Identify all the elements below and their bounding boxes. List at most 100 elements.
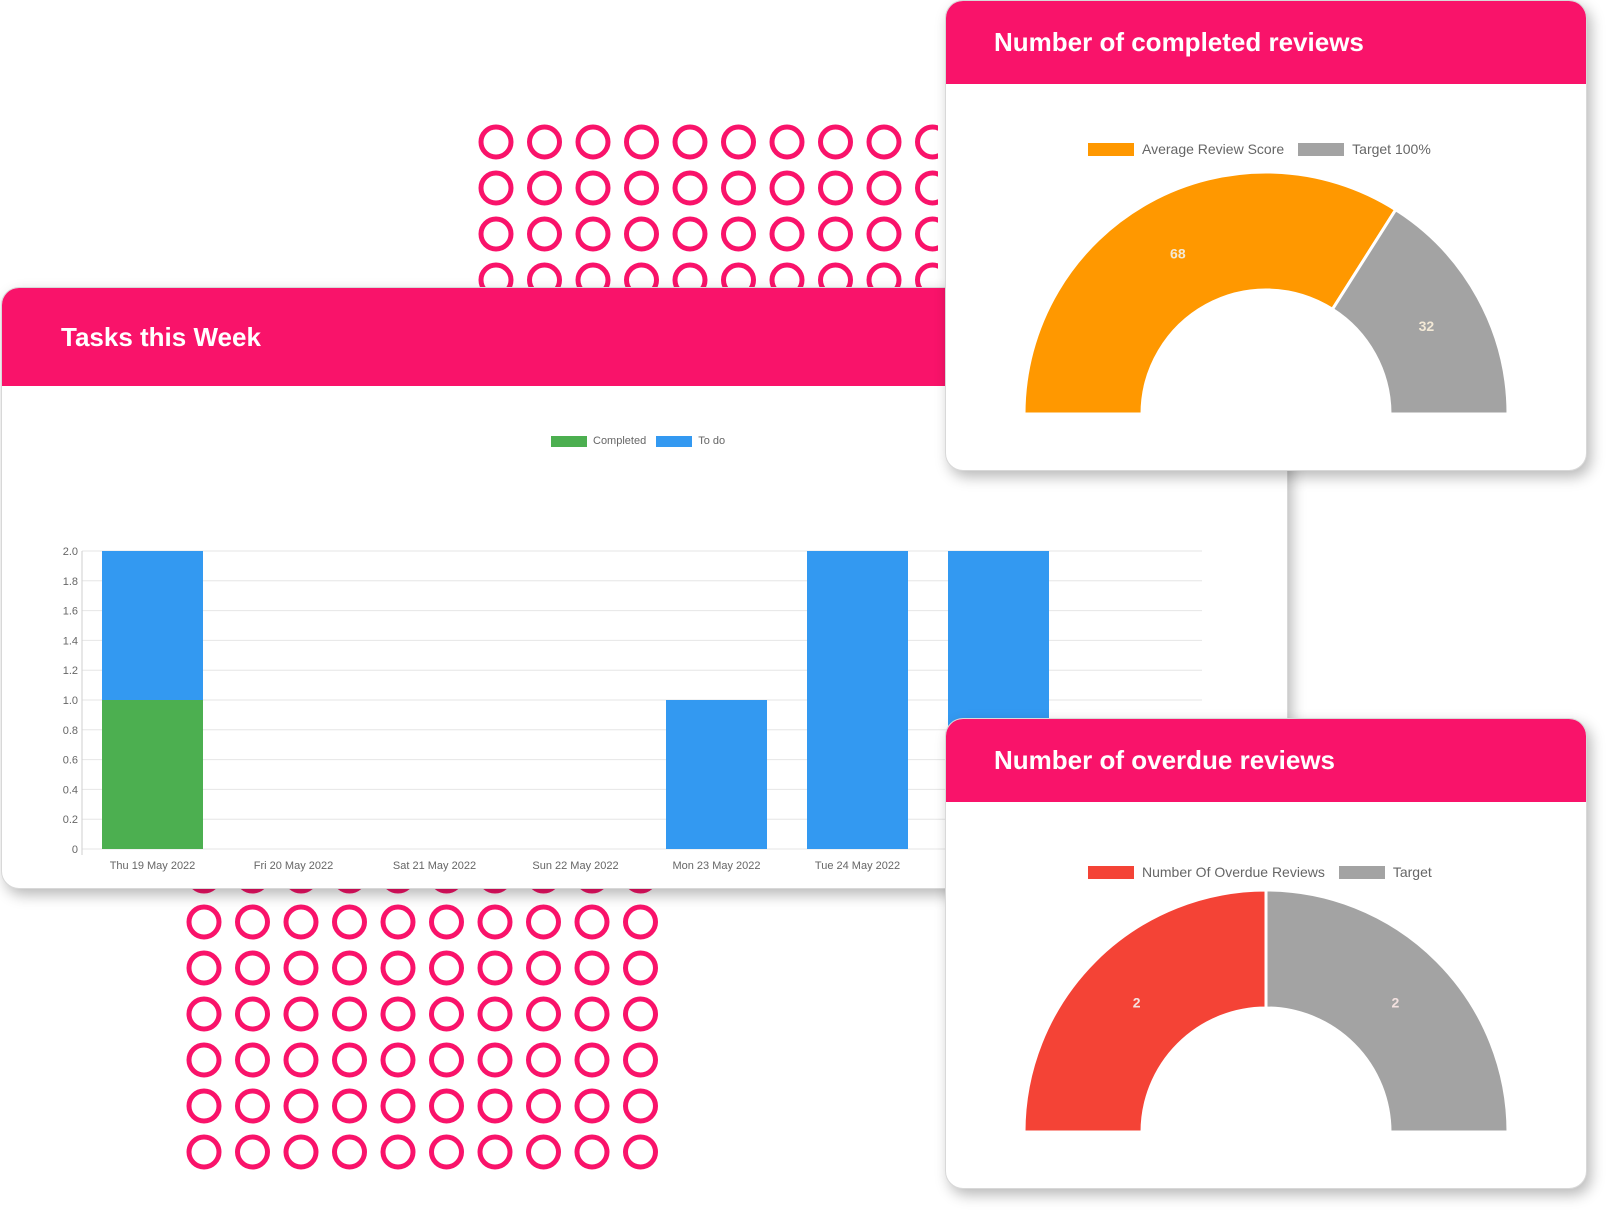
- legend-item-average-review-score[interactable]: Average Review Score: [1088, 141, 1284, 157]
- decorative-ring: [478, 124, 514, 160]
- decorative-ring: [818, 170, 853, 206]
- bar-todo[interactable]: [807, 551, 908, 849]
- overdue-reviews-title: Number of overdue reviews: [994, 745, 1335, 775]
- decorative-ring: [478, 170, 514, 206]
- decorative-ring: [526, 1088, 561, 1124]
- decorative-ring: [283, 950, 319, 986]
- tasks-bar-chart: 0 0.2 0.4 0.6 0.8 1.0 1.2 1.4 1.6 1.8 2.0 Thu 19 Ma…: [63, 546, 1202, 872]
- legend-label-completed: Completed: [593, 435, 647, 447]
- decorative-ring: [380, 950, 416, 986]
- completed-reviews-card: Number of completed reviews Average Revi…: [945, 0, 1587, 471]
- decorative-ring: [235, 1088, 270, 1124]
- decorative-ring: [575, 124, 611, 160]
- decorative-ring: [429, 1042, 464, 1078]
- completed-reviews-header: Number of completed reviews: [946, 1, 1586, 84]
- decorative-ring: [623, 950, 658, 986]
- y-tick-label: 2.0: [63, 546, 78, 558]
- decorative-ring: [574, 1134, 610, 1170]
- overdue-gauge-value-label: 2: [1392, 995, 1400, 1011]
- decorative-ring: [915, 170, 938, 206]
- decorative-ring: [721, 262, 756, 294]
- legend-swatch-target-100: [1298, 142, 1345, 156]
- decorative-ring-pattern-bottom: [186, 858, 666, 1198]
- y-tick-label: 0.6: [63, 755, 78, 767]
- legend-label-todo: To do: [698, 435, 726, 447]
- bar-completed[interactable]: [102, 700, 203, 849]
- decorative-ring: [283, 1042, 319, 1078]
- decorative-ring: [526, 904, 561, 940]
- legend-item-completed[interactable]: Completed: [551, 435, 646, 447]
- decorative-ring: [380, 904, 416, 940]
- decorative-ring: [818, 216, 853, 252]
- decorative-ring: [672, 124, 708, 160]
- decorative-ring: [186, 1042, 222, 1078]
- overdue-gauge-value-label: 2: [1133, 995, 1141, 1011]
- completed-reviews-title: Number of completed reviews: [994, 27, 1364, 57]
- legend-item-target-100[interactable]: Target 100%: [1298, 141, 1431, 157]
- decorative-ring: [624, 216, 659, 252]
- decorative-ring: [526, 1134, 561, 1170]
- decorative-ring: [575, 216, 611, 252]
- decorative-ring: [478, 262, 514, 294]
- decorative-ring: [235, 950, 270, 986]
- decorative-ring: [915, 216, 938, 252]
- decorative-ring: [527, 262, 562, 294]
- completed-gauge-segment-2[interactable]: [1330, 207, 1510, 416]
- decorative-ring: [574, 1088, 610, 1124]
- decorative-ring: [477, 1088, 513, 1124]
- decorative-ring: [623, 1042, 658, 1078]
- legend-item-todo[interactable]: To do: [656, 435, 725, 447]
- legend-label-average-review-score: Average Review Score: [1142, 141, 1285, 157]
- decorative-ring: [380, 996, 416, 1032]
- overdue-reviews-legend: Number Of Overdue Reviews Target: [1088, 864, 1446, 880]
- legend-item-number-of-overdue-reviews[interactable]: Number Of Overdue Reviews: [1088, 864, 1325, 880]
- decorative-ring: [769, 124, 805, 160]
- decorative-ring: [575, 262, 611, 294]
- bar-todo[interactable]: [666, 700, 767, 849]
- decorative-ring: [235, 904, 270, 940]
- legend-item-target[interactable]: Target: [1338, 864, 1432, 880]
- overdue-gauge-segment-2[interactable]: [1264, 888, 1510, 1134]
- decorative-ring: [332, 950, 367, 986]
- decorative-ring: [769, 170, 805, 206]
- decorative-ring: [526, 950, 561, 986]
- completed-gauge-segment-1[interactable]: [1022, 170, 1398, 416]
- x-tick-label: Sun 22 May 2022: [532, 860, 618, 872]
- decorative-ring: [915, 262, 938, 294]
- decorative-ring: [186, 1134, 222, 1170]
- decorative-ring: [477, 904, 513, 940]
- y-tick-label: 1.6: [63, 606, 78, 618]
- completed-reviews-chart-area: Average Review Score Target 100% 68 32: [946, 84, 1586, 470]
- decorative-ring: [283, 904, 319, 940]
- decorative-ring: [574, 1042, 610, 1078]
- y-tick-label: 1.8: [63, 576, 78, 588]
- legend-label-target: Target: [1392, 864, 1432, 880]
- decorative-ring: [818, 124, 853, 160]
- decorative-ring-pattern-top: [478, 124, 938, 294]
- decorative-ring: [721, 124, 756, 160]
- decorative-ring: [721, 170, 756, 206]
- legend-swatch-completed: [551, 435, 587, 447]
- decorative-ring: [186, 950, 222, 986]
- completed-reviews-gauge: 68 32: [1022, 170, 1510, 416]
- y-tick-label: 1.4: [63, 635, 78, 647]
- bar-todo[interactable]: [102, 551, 203, 700]
- y-tick-label: 0: [72, 844, 78, 856]
- overdue-reviews-chart-area: Number Of Overdue Reviews Target 2 2: [946, 802, 1586, 1188]
- decorative-ring: [623, 996, 658, 1032]
- decorative-ring: [623, 1134, 658, 1170]
- decorative-ring: [332, 904, 367, 940]
- decorative-ring: [429, 904, 464, 940]
- decorative-ring: [235, 996, 270, 1032]
- decorative-ring: [915, 124, 938, 160]
- decorative-ring: [380, 1134, 416, 1170]
- decorative-ring: [623, 1088, 658, 1124]
- y-tick-label: 1.2: [63, 665, 78, 677]
- legend-swatch-average-review-score: [1088, 142, 1134, 156]
- overdue-gauge-segment-1[interactable]: [1022, 888, 1268, 1134]
- decorative-ring: [866, 124, 902, 160]
- decorative-ring: [332, 1134, 367, 1170]
- decorative-ring: [429, 1088, 464, 1124]
- decorative-ring: [332, 996, 367, 1032]
- decorative-ring: [574, 904, 610, 940]
